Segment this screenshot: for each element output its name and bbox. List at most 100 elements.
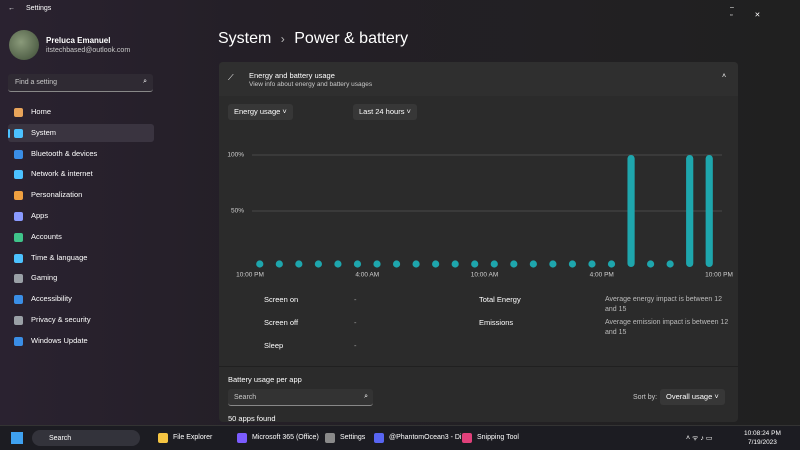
energy-chart: 50% 100% 10:00 PM 4:00 AM 10:00 AM 4:00 PM 10:… <box>227 152 733 279</box>
nav-label: Personalization <box>31 190 83 200</box>
nav-item[interactable]: Apps <box>8 207 154 225</box>
back-button[interactable]: ← <box>8 5 15 12</box>
search-icon: ⌕ <box>143 78 147 85</box>
taskbar-search[interactable]: Search <box>32 430 140 446</box>
bar-zero <box>471 260 479 268</box>
nav-label: Windows Update <box>31 335 88 345</box>
y-tick-label: 50% <box>231 208 244 215</box>
bar-zero <box>353 260 362 268</box>
nav-item[interactable]: Home <box>8 103 154 121</box>
impact-label: Emissions <box>479 318 514 327</box>
nav-icon <box>14 295 23 305</box>
x-tick-label: 10:00 AM <box>471 272 498 279</box>
breadcrumb-parent[interactable]: System <box>218 30 272 47</box>
clock-date: 7/19/2023 <box>748 439 777 446</box>
energy-card <box>219 62 738 422</box>
nav-icon <box>14 108 23 117</box>
bar-zero <box>647 260 655 268</box>
energy-card-title: Energy and battery usage <box>249 71 335 80</box>
taskbar: Search File Explorer Microsoft 365 (Offic… <box>0 425 800 450</box>
nav-label: System <box>31 127 57 137</box>
search-box[interactable]: Find a setting ⌕ <box>8 74 153 92</box>
bar <box>705 155 713 267</box>
nav-item[interactable]: Gaming <box>8 269 154 287</box>
bar-zero <box>549 260 557 268</box>
bar-zero <box>334 260 342 268</box>
bar <box>627 155 635 267</box>
bar-zero <box>392 260 401 268</box>
impact-label: Total Energy <box>479 295 521 304</box>
breadcrumb: System › Power & battery <box>218 30 408 48</box>
nav-label: Network & internet <box>31 169 93 179</box>
app-count: 50 apps found <box>228 414 276 423</box>
bar-zero <box>451 260 459 268</box>
active-indicator <box>8 128 10 138</box>
tray-icons[interactable]: ˄ ᯤ ♪ ▭ <box>686 435 713 442</box>
nav-item[interactable]: Network & internet <box>8 165 154 183</box>
sort-value: Overall usage <box>666 392 713 401</box>
nav-item[interactable]: Bluetooth & devices <box>8 145 154 163</box>
app-label: Settings <box>340 434 366 441</box>
nav-item[interactable]: Time & language <box>8 249 154 267</box>
y-tick-label: 100% <box>227 152 244 159</box>
bar-zero <box>275 260 283 268</box>
nav-label: Gaming <box>31 273 58 283</box>
breadcrumb-separator: › <box>280 32 285 46</box>
x-tick-label: 4:00 AM <box>355 272 379 279</box>
window-title: Settings <box>26 5 52 12</box>
bar-zero <box>412 260 420 268</box>
bar-zero <box>607 260 616 268</box>
nav-item[interactable]: Windows Update <box>8 332 154 350</box>
dropdown[interactable]: Energy usage ˅ <box>228 104 293 120</box>
bar-zero <box>314 260 322 268</box>
nav-item[interactable]: Accessibility <box>8 290 154 308</box>
nav-label: Accessibility <box>31 294 72 304</box>
bar-zero <box>529 260 537 268</box>
nav-icon <box>14 253 23 263</box>
app-search[interactable]: Search ⌕ <box>228 389 373 406</box>
bar <box>686 155 694 267</box>
dropdown-label: Last 24 hours <box>359 107 405 116</box>
sort-dropdown[interactable]: Overall usage ˅ <box>660 389 725 405</box>
stat-label: Screen off <box>264 318 299 327</box>
nav-item[interactable]: System <box>8 123 154 142</box>
divider <box>219 366 738 367</box>
dropdown[interactable]: Last 24 hours ˅ <box>353 104 417 120</box>
nav-label: Apps <box>31 211 49 220</box>
energy-card-subtitle: View info about energy and battery usage… <box>249 81 373 88</box>
app-label: @PhantomOcean3 - Di <box>389 434 462 441</box>
nav-item[interactable]: Accounts <box>8 228 154 246</box>
nav-icon <box>14 336 23 346</box>
nav-icon <box>14 274 23 284</box>
clock-time: 10:08:24 PM <box>744 430 781 437</box>
x-tick-label: 10:00 PM <box>705 272 733 279</box>
app-icon <box>325 433 335 443</box>
nav-item[interactable]: Personalization <box>8 186 154 204</box>
app-usage-title: Battery usage per app <box>228 375 302 384</box>
nav-label: Bluetooth & devices <box>31 148 98 158</box>
dropdown-label: Energy usage <box>234 107 281 116</box>
app-icon <box>462 433 472 443</box>
x-tick-label: 10:00 PM <box>236 272 264 279</box>
search-icon: ⌕ <box>364 393 368 400</box>
app-label: Snipping Tool <box>477 434 519 441</box>
bar-zero <box>666 260 674 268</box>
energy-card-header[interactable]: ⟋ Energy and battery usage View info abo… <box>219 62 738 96</box>
nav-label: Accounts <box>31 231 62 241</box>
nav-icon <box>14 316 23 325</box>
bar-zero <box>432 260 440 268</box>
nav-item[interactable]: Privacy & security <box>8 311 154 329</box>
start-button[interactable] <box>11 432 23 444</box>
nav-label: Home <box>31 107 52 116</box>
nav-icon <box>14 232 23 242</box>
nav-icon <box>14 212 23 221</box>
app-search-placeholder: Search <box>234 394 257 401</box>
nav-icon <box>14 128 23 138</box>
avatar[interactable] <box>9 30 39 60</box>
profile-name: Preluca Emanuel <box>46 36 111 45</box>
window-controls[interactable]: –▫✕ <box>730 4 783 19</box>
app-label: Microsoft 365 (Office) <box>252 434 319 441</box>
impact-text: Average energy impact is between 12 and … <box>605 296 722 313</box>
